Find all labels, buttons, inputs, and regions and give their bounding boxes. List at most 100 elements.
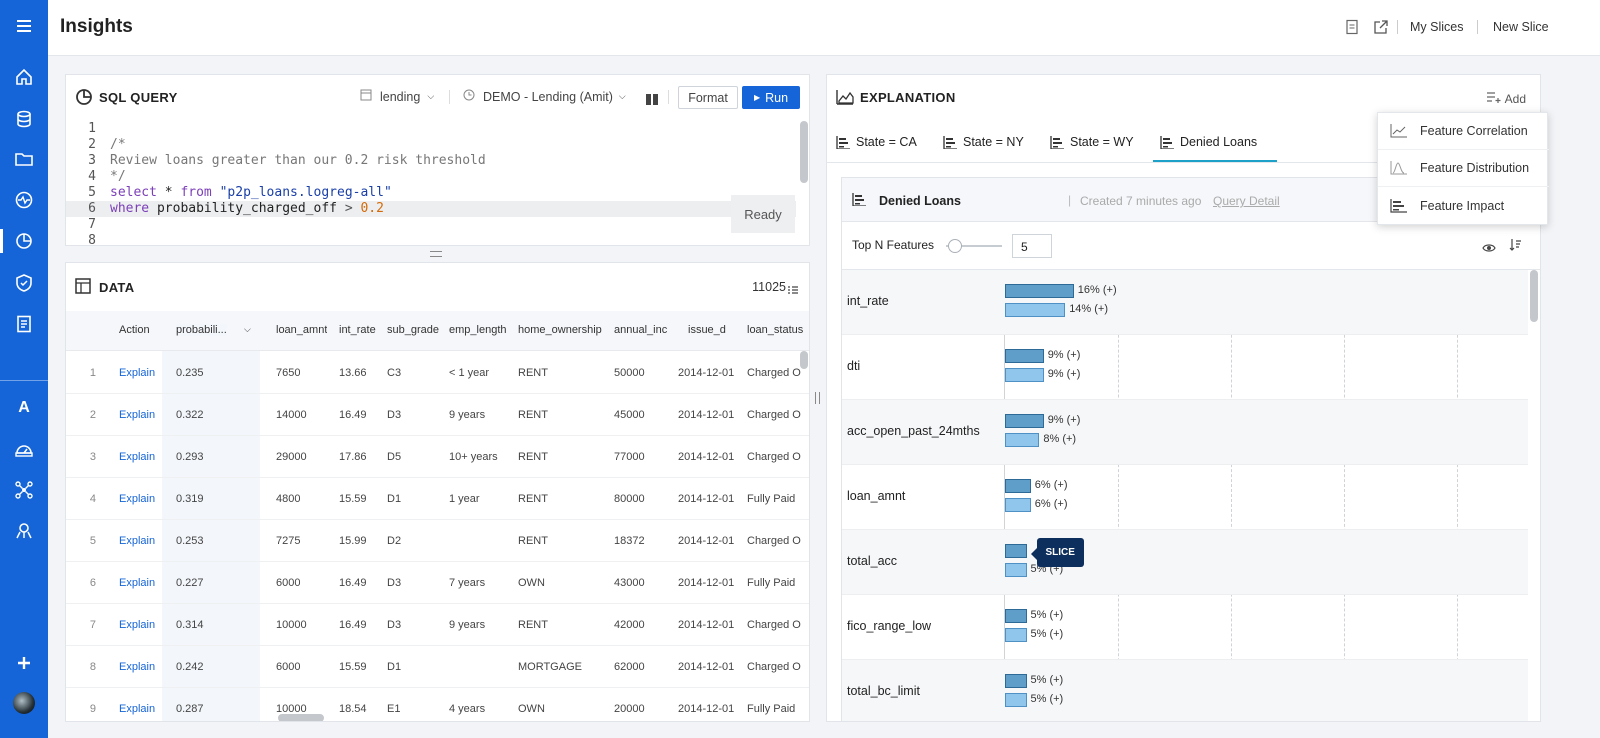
dashboard-icon[interactable] — [0, 429, 48, 469]
table-horizontal-scrollbar[interactable] — [278, 714, 324, 721]
column-header[interactable]: emp_length — [449, 324, 507, 336]
table-scrollbar[interactable] — [800, 351, 808, 369]
shield-icon[interactable] — [0, 263, 48, 303]
editor-scrollbar[interactable] — [800, 121, 808, 183]
table-header: Action probabili... ⌵ loan_amnt int_rate… — [66, 311, 809, 351]
columns-icon[interactable] — [646, 92, 658, 110]
sql-editor[interactable]: 1 2 3 4 5 6 7 8 /* Review loans greater … — [66, 121, 810, 248]
sort-icon[interactable] — [1509, 238, 1521, 256]
gridline — [1231, 270, 1232, 721]
menu-item-feature-impact[interactable]: Feature Impact — [1378, 187, 1549, 224]
feature-bar-baseline[interactable] — [1005, 628, 1027, 642]
explain-link[interactable]: Explain — [119, 535, 156, 547]
home-icon[interactable] — [0, 57, 48, 97]
run-button[interactable]: ▶ Run — [742, 86, 800, 109]
table-row[interactable]: 5 Explain 0.253 7275 15.99 D2 RENT 18372 2014-12… — [66, 520, 809, 562]
explain-link[interactable]: Explain — [119, 367, 156, 379]
explain-link[interactable]: Explain — [119, 493, 156, 505]
avatar[interactable] — [0, 683, 48, 723]
line-number: 5 — [88, 185, 96, 200]
table-row[interactable]: 3 Explain 0.293 29000 17.86 D5 10+ years RENT 77… — [66, 436, 809, 478]
explain-link[interactable]: Explain — [119, 661, 156, 673]
feature-bar-baseline[interactable] — [1005, 498, 1031, 512]
active-line-highlight — [66, 201, 796, 217]
feature-bar-baseline[interactable] — [1005, 368, 1044, 382]
feature-bar-slice[interactable] — [1005, 674, 1027, 688]
header-divider — [1477, 20, 1478, 34]
table-row[interactable]: 2 Explain 0.322 14000 16.49 D3 9 years RENT 4500… — [66, 394, 809, 436]
top-n-input[interactable]: 5 — [1012, 234, 1052, 258]
explain-link[interactable]: Explain — [119, 577, 156, 589]
feature-bar-slice[interactable] — [1005, 414, 1044, 428]
column-header[interactable]: annual_inc — [614, 324, 668, 336]
connection-select[interactable]: DEMO - Lending (Amit) ⌵ — [463, 89, 626, 104]
add-button[interactable]: Add — [1486, 91, 1526, 106]
table-row[interactable]: 1 Explain 0.235 7650 13.66 C3 < 1 year RENT 5000… — [66, 352, 809, 394]
explain-link[interactable]: Explain — [119, 703, 156, 715]
horizontal-splitter-handle[interactable] — [430, 251, 442, 257]
letter-a-icon[interactable]: A — [0, 388, 48, 428]
tab-denied-loans[interactable]: Denied Loans — [1160, 135, 1257, 149]
plus-icon[interactable] — [0, 643, 48, 683]
sql-query-panel: SQL QUERY lending ⌵ DEMO - Lending (Amit… — [65, 74, 810, 248]
column-header[interactable]: loan_amnt — [276, 324, 328, 336]
tab-state-ny[interactable]: State = NY — [943, 135, 1024, 149]
document-icon[interactable] — [1345, 19, 1359, 40]
feature-bar-slice[interactable] — [1005, 349, 1044, 363]
tab-state-ca[interactable]: State = CA — [836, 135, 917, 149]
table-row[interactable]: 4 Explain 0.319 4800 15.59 D1 1 year RENT 80000 2… — [66, 478, 809, 520]
chart-scrollbar[interactable] — [1530, 270, 1538, 322]
feature-bar-baseline[interactable] — [1005, 303, 1066, 317]
table-row[interactable]: 9 Explain 0.287 10000 18.54 E1 4 years OWN 20000… — [66, 688, 809, 721]
column-header[interactable]: sub_grade — [387, 324, 439, 336]
folder-icon[interactable] — [0, 139, 48, 179]
column-header[interactable]: issue_d — [688, 324, 726, 336]
menu-icon[interactable] — [0, 6, 48, 46]
list-options-icon[interactable] — [788, 282, 798, 300]
explain-link[interactable]: Explain — [119, 619, 156, 631]
menu-item-feature-distribution[interactable]: Feature Distribution — [1378, 150, 1549, 187]
table-cell: D1 — [387, 493, 402, 505]
network-icon[interactable] — [0, 470, 48, 510]
feature-bar-baseline[interactable] — [1005, 693, 1027, 707]
feature-bar-slice[interactable] — [1005, 609, 1027, 623]
feature-bar-slice[interactable] — [1005, 479, 1031, 493]
menu-item-feature-correlation[interactable]: Feature Correlation — [1378, 113, 1549, 150]
feature-bar-baseline[interactable] — [1005, 563, 1027, 577]
eye-icon[interactable] — [1482, 240, 1496, 258]
share-icon[interactable] — [1373, 19, 1389, 40]
query-detail-link[interactable]: Query Detail — [1213, 194, 1280, 208]
tab-state-wy[interactable]: State = WY — [1050, 135, 1134, 149]
table-row[interactable]: 7 Explain 0.314 10000 16.49 D3 9 years RENT 4200… — [66, 604, 809, 646]
explain-link[interactable]: Explain — [119, 451, 156, 463]
table-cell: 2014-12-01 — [678, 577, 735, 589]
model-icon[interactable] — [0, 511, 48, 551]
top-n-slider[interactable] — [946, 245, 1002, 247]
feature-bar-baseline[interactable] — [1005, 433, 1040, 447]
format-button[interactable]: Format — [678, 86, 738, 109]
connection-label: DEMO - Lending (Amit) — [483, 89, 613, 104]
code-line: select * from "p2p_loans.logreg-all" — [110, 185, 392, 200]
feature-bar-slice[interactable] — [1005, 544, 1027, 558]
new-slice-link[interactable]: New Slice — [1493, 20, 1549, 34]
chevron-down-icon[interactable]: ⌵ — [244, 324, 251, 334]
my-slices-link[interactable]: My Slices — [1410, 20, 1464, 34]
explain-link[interactable]: Explain — [119, 409, 156, 421]
table-cell: 20000 — [614, 703, 645, 715]
column-header[interactable]: home_ownership — [518, 324, 602, 336]
vertical-splitter-handle[interactable] — [815, 392, 820, 404]
slider-handle[interactable] — [948, 239, 962, 253]
table-row[interactable]: 8 Explain 0.242 6000 15.59 D1 MORTGAGE 62000 201… — [66, 646, 809, 688]
feature-bar-slice[interactable] — [1005, 284, 1074, 298]
pulse-icon[interactable] — [0, 180, 48, 220]
table-row[interactable]: 6 Explain 0.227 6000 16.49 D3 7 years OWN 43000 2… — [66, 562, 809, 604]
column-header[interactable]: loan_status — [747, 324, 804, 336]
column-header[interactable]: int_rate — [339, 324, 376, 336]
database-icon[interactable] — [0, 99, 48, 139]
report-icon[interactable] — [0, 304, 48, 344]
database-select[interactable]: lending ⌵ — [360, 89, 434, 104]
row-index: 3 — [89, 451, 96, 463]
column-header[interactable]: probabili... — [176, 324, 227, 336]
column-header[interactable]: Action — [119, 324, 150, 336]
insights-icon[interactable] — [0, 221, 48, 261]
